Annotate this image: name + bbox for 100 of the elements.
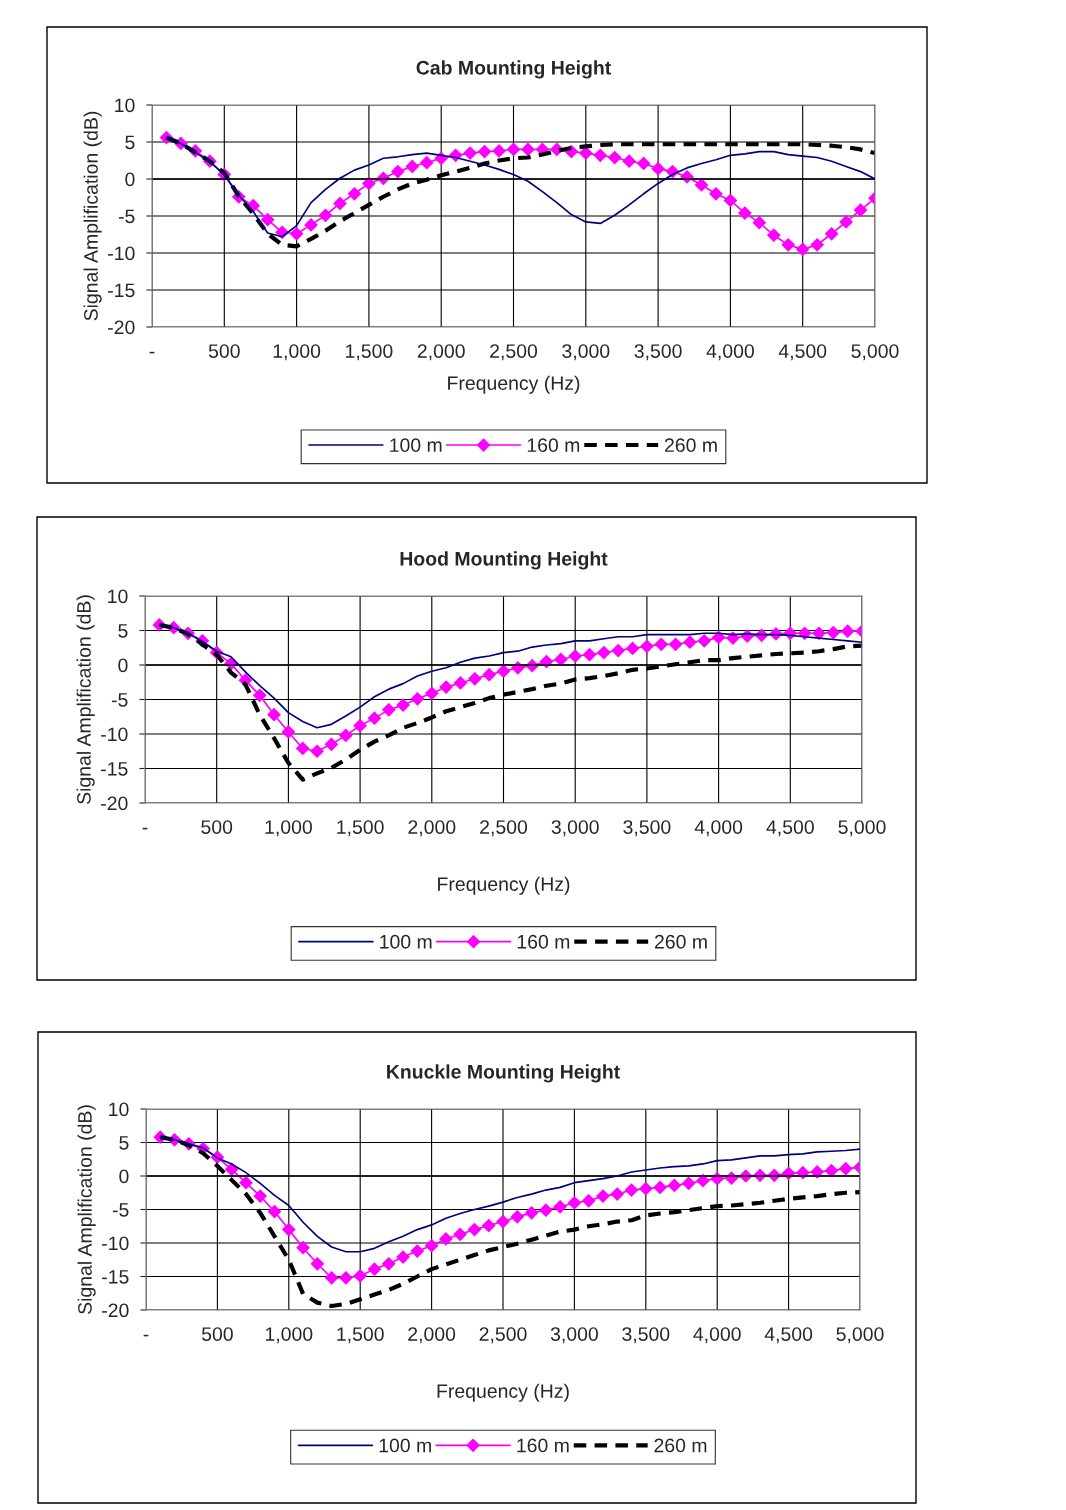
point <box>581 1193 596 1208</box>
point <box>324 737 339 752</box>
point <box>826 625 841 640</box>
y-tick-label: 10 <box>108 589 128 604</box>
point <box>568 649 583 663</box>
x-tick-label: 4,000 <box>693 1327 741 1344</box>
point <box>424 1238 439 1253</box>
chart-title: Cab Mounting Height <box>416 60 612 79</box>
point <box>709 186 723 201</box>
point <box>496 1214 510 1229</box>
point <box>653 1180 667 1195</box>
legend-label: 160 m <box>527 438 580 453</box>
x-tick-label: 3,000 <box>551 820 599 837</box>
point <box>338 728 353 743</box>
x-tick-label: 4,000 <box>694 820 743 837</box>
x-tick-label: 2,000 <box>417 344 465 361</box>
x-tick-label: 1,500 <box>346 344 393 361</box>
point <box>696 1173 710 1188</box>
chart-title: Hood Mounting Height <box>400 551 608 570</box>
point <box>347 186 362 201</box>
y-axis-title: Signal Amplification (dB) <box>77 1105 96 1314</box>
x-tick-label: - <box>142 827 148 830</box>
x-tick-label: 4,500 <box>766 820 814 837</box>
y-tick-label: -15 <box>101 762 128 776</box>
chart-title: Knuckle Mounting Height <box>387 1064 620 1083</box>
x-tick-label: 1,000 <box>265 1327 313 1344</box>
y-tick-label: -20 <box>102 1303 129 1318</box>
x-tick-label: 5,000 <box>836 1327 884 1344</box>
point <box>737 206 752 220</box>
point <box>295 741 310 756</box>
point <box>333 196 347 211</box>
point <box>596 1189 610 1203</box>
point <box>510 1209 525 1224</box>
x-tick-label: 3,500 <box>623 820 671 837</box>
y-tick-label: 0 <box>125 172 135 187</box>
legend-label: 260 m <box>654 934 707 949</box>
x-tick-label: 3,000 <box>562 344 610 361</box>
point <box>611 643 626 658</box>
legend-label: 100 m <box>379 1438 431 1453</box>
legend-label: 160 m <box>517 1438 569 1453</box>
point <box>683 635 697 650</box>
point <box>622 154 637 169</box>
point <box>310 1256 325 1271</box>
point <box>812 626 826 641</box>
x-tick-label: 2,000 <box>408 1327 456 1344</box>
point <box>810 237 825 252</box>
point <box>553 1199 567 1214</box>
point <box>367 711 382 726</box>
point <box>567 1195 582 1210</box>
point <box>593 148 608 163</box>
point <box>824 226 839 241</box>
x-tick-label: 3,000 <box>550 1327 598 1344</box>
point <box>405 159 420 174</box>
point <box>839 215 853 229</box>
point <box>481 1218 496 1233</box>
x-tick-label: 3,500 <box>634 344 682 361</box>
point <box>381 702 396 717</box>
point <box>289 226 304 241</box>
point <box>281 1222 296 1237</box>
x-tick-label: 1,500 <box>337 820 384 837</box>
point <box>667 1178 682 1193</box>
y-tick-label: -5 <box>118 209 135 224</box>
point <box>795 242 810 257</box>
x-axis-title: Frequency (Hz) <box>437 1383 569 1402</box>
legend-label: 160 m <box>517 934 570 949</box>
y-tick-label: -5 <box>111 693 128 707</box>
point <box>339 1270 353 1285</box>
point <box>439 1232 453 1246</box>
point <box>840 624 855 639</box>
x-tick-label: 2,500 <box>480 820 528 837</box>
point <box>694 178 709 192</box>
point <box>477 144 492 159</box>
y-axis-title: Signal Amplification (dB) <box>83 111 102 321</box>
x-tick-label: 4,500 <box>778 344 827 361</box>
point <box>453 676 468 690</box>
point <box>439 680 454 694</box>
x-tick-label: 500 <box>201 820 233 834</box>
y-tick-label: -20 <box>101 796 128 811</box>
legend-label: 260 m <box>654 1438 707 1453</box>
point <box>853 203 868 217</box>
y-tick-label: -10 <box>108 246 135 261</box>
point <box>521 142 535 157</box>
point <box>410 691 425 706</box>
point <box>651 161 665 176</box>
x-tick-label: 4,000 <box>706 344 754 361</box>
x-tick-label: - <box>149 351 155 354</box>
x-tick-label: 1,500 <box>337 1327 384 1344</box>
x-tick-label: 4,500 <box>764 1327 813 1344</box>
point <box>524 1205 539 1220</box>
point <box>553 652 568 667</box>
point <box>310 744 324 759</box>
point <box>463 146 477 160</box>
point <box>781 237 796 252</box>
point <box>638 1181 653 1196</box>
point <box>304 218 318 232</box>
point <box>467 1222 482 1237</box>
point <box>419 155 434 170</box>
x-tick-label: 1,000 <box>265 820 312 837</box>
point <box>538 1203 553 1218</box>
y-tick-label: 5 <box>119 1136 129 1150</box>
